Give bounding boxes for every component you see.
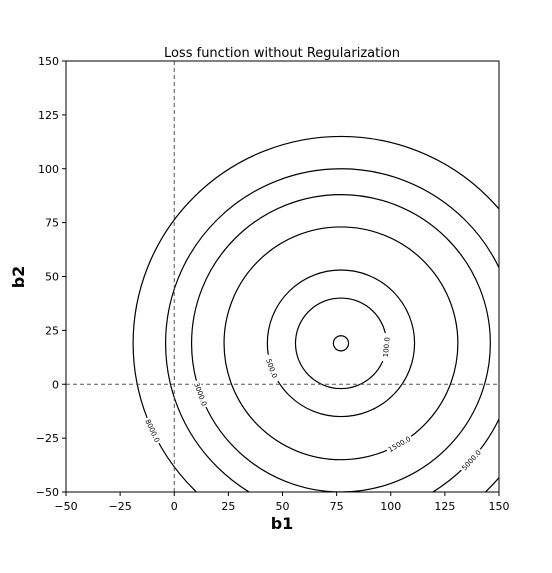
contour-level-6 <box>132 135 499 492</box>
x-tick-label: −25 <box>109 500 132 513</box>
y-tick-label: −50 <box>36 486 59 499</box>
contour-label-bg <box>385 433 414 455</box>
contour-level-1 <box>294 297 388 390</box>
contour-labels: 100.0 500.0 1500.0 3000.0 5000.0 8000.0 <box>143 332 484 474</box>
x-tick-label: 75 <box>330 500 344 513</box>
x-axis-label: b1 <box>271 514 294 533</box>
y-tick-label: 25 <box>45 324 59 337</box>
contour-label-bg <box>458 447 484 474</box>
y-tick-label: −25 <box>36 432 59 445</box>
y-axis-label: b2 <box>9 266 28 289</box>
x-tick-label: 150 <box>489 500 510 513</box>
contour-level-5 <box>165 168 499 492</box>
contour-level-4 <box>191 194 491 492</box>
contour-label-5000.0: 5000.0 <box>460 449 482 473</box>
contour-label-8000.0: 8000.0 <box>143 418 161 444</box>
y-tick-label: 100 <box>38 163 59 176</box>
reference-lines <box>66 61 499 492</box>
y-tick-label: 50 <box>45 271 59 284</box>
contour-label-100.0: 100.0 <box>382 337 392 358</box>
contour-label-bg <box>381 332 392 362</box>
x-tick-label: 0 <box>171 500 178 513</box>
contour-level-0 <box>332 335 350 352</box>
y-tick-label: 150 <box>38 55 59 68</box>
contour-label-3000.0: 3000.0 <box>192 381 208 407</box>
y-axis-ticks: −50 −25 0 25 50 75 100 125 150 <box>36 55 66 499</box>
contour-label-1500.0: 1500.0 <box>387 435 412 454</box>
y-tick-label: 0 <box>52 378 59 391</box>
y-tick-label: 125 <box>38 109 59 122</box>
contour-level-3 <box>223 226 459 461</box>
x-tick-label: −50 <box>54 500 77 513</box>
x-tick-label: 25 <box>221 500 235 513</box>
x-tick-label: 50 <box>276 500 290 513</box>
x-tick-label: 125 <box>434 500 455 513</box>
plot-frame <box>65 60 500 493</box>
contour-label-500.0: 500.0 <box>264 358 278 380</box>
y-tick-label: 75 <box>45 217 59 230</box>
x-axis-ticks: −50 −25 0 25 50 75 100 125 150 <box>54 492 510 513</box>
contour-label-bg <box>192 379 210 409</box>
x-tick-label: 100 <box>380 500 401 513</box>
contour-label-bg <box>143 416 163 446</box>
contour-label-bg <box>263 353 281 383</box>
chart-title: Loss function without Regularization <box>164 46 400 61</box>
contour-lines <box>132 135 499 492</box>
contour-level-2 <box>266 269 416 418</box>
